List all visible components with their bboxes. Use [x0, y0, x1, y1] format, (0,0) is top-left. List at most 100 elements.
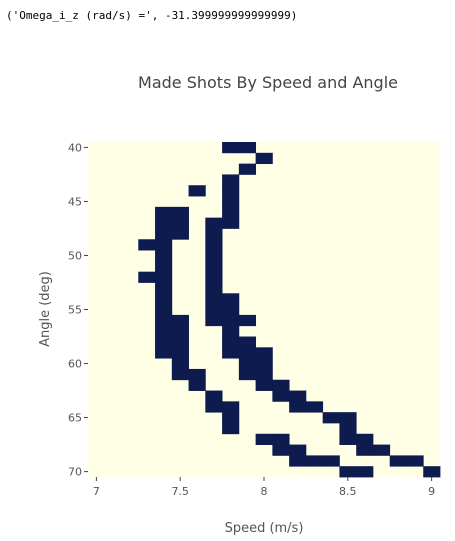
heatmap-cell [305, 401, 324, 413]
heatmap-cell [171, 228, 189, 240]
heatmap-cell [238, 347, 257, 359]
heatmap-cell [155, 271, 173, 283]
heatmap-cell [255, 368, 273, 381]
heatmap-cell [205, 271, 223, 283]
heatmap-cell [171, 314, 189, 327]
heatmap-cell [222, 304, 240, 316]
heatmap-cell [406, 455, 424, 467]
heatmap-cell [238, 358, 257, 370]
x-tick-label: 7.5 [171, 485, 189, 498]
heatmap-cell [155, 293, 173, 305]
heatmap-cell [272, 444, 290, 456]
heatmap-cell [205, 228, 223, 240]
heatmap-cell [222, 314, 240, 327]
heatmap-cell [322, 412, 340, 424]
heatmap-cell [188, 368, 206, 381]
heatmap-cell [238, 336, 257, 348]
y-axis-label: Angle (deg) [38, 271, 53, 347]
y-tick-label: 55 [68, 304, 82, 317]
heatmap-cell [255, 358, 273, 370]
heatmap-cell [171, 206, 189, 219]
heatmap-cell [155, 304, 173, 316]
heatmap-cell [222, 293, 240, 305]
heatmap-cell [155, 347, 173, 359]
heatmap-cell [372, 444, 391, 456]
heatmap-cell [155, 206, 173, 219]
heatmap-cell [205, 401, 223, 413]
heatmap-cell [155, 336, 173, 348]
heatmap-cell [356, 444, 374, 456]
y-tick-label: 45 [68, 195, 82, 208]
heatmap-cells [138, 142, 441, 478]
heatmap-cell [339, 466, 357, 478]
heatmap-cell [155, 228, 173, 240]
heatmap-cell [222, 347, 240, 359]
y-axis-ticks: 40 45 50 55 60 65 70 [68, 141, 88, 479]
heatmap-cell [171, 368, 189, 381]
heatmap-cell [222, 174, 240, 186]
heatmap-cell [255, 433, 273, 445]
heatmap-cell [272, 433, 290, 445]
heatmap-cell [423, 466, 441, 478]
heatmap-cell [155, 314, 173, 327]
heatmap-cell [272, 379, 290, 391]
heatmap-cell [356, 466, 374, 478]
heatmap-cell [155, 325, 173, 337]
heatmap-cell [155, 250, 173, 262]
heatmap-cell [205, 293, 223, 305]
heatmap-cell [205, 314, 223, 327]
heatmap-cell [222, 401, 240, 413]
heatmap-cell [289, 455, 307, 467]
heatmap-cell [171, 347, 189, 359]
heatmap-cell [171, 336, 189, 348]
heatmap-cell [205, 239, 223, 251]
heatmap-cell [339, 422, 357, 435]
heatmap-cell [155, 282, 173, 294]
y-tick-label: 40 [68, 141, 82, 154]
heatmap-cell [322, 455, 340, 467]
heatmap-cell [272, 390, 290, 402]
heatmap-cell [222, 185, 240, 197]
console-output-line: ('Omega_i_z (rad/s) =', -31.399999999999… [6, 9, 298, 22]
y-tick-label: 70 [68, 466, 82, 479]
heatmap-cell [205, 260, 223, 273]
chart-title: Made Shots By Speed and Angle [138, 73, 398, 92]
heatmap-cell [222, 422, 240, 435]
y-tick-label: 50 [68, 249, 82, 262]
heatmap-cell [222, 196, 240, 208]
plot-background [88, 142, 440, 477]
heatmap-cell [305, 455, 324, 467]
heatmap-cell [222, 206, 240, 219]
heatmap-cell [205, 217, 223, 229]
heatmap-cell [205, 282, 223, 294]
x-axis-label: Speed (m/s) [225, 521, 304, 536]
x-tick-label: 7 [93, 485, 100, 498]
heatmap-cell [255, 347, 273, 359]
heatmap-cell [289, 401, 307, 413]
heatmap-cell [138, 239, 156, 251]
heatmap-cell [205, 390, 223, 402]
heatmap-cell [238, 368, 257, 381]
heatmap-cell [339, 433, 357, 445]
heatmap-cell [188, 379, 206, 391]
heatmap-cell [238, 142, 257, 154]
heatmap-cell [155, 239, 173, 251]
heatmap-cell [389, 455, 407, 467]
x-tick-label: 8.5 [339, 485, 357, 498]
heatmap-cell [205, 304, 223, 316]
heatmap-cell [205, 250, 223, 262]
heatmap-cell [289, 444, 307, 456]
x-tick-label: 8 [261, 485, 268, 498]
heatmap-cell [138, 271, 156, 283]
heatmap-cell [255, 152, 273, 165]
heatmap-cell [171, 358, 189, 370]
heatmap-cell [222, 412, 240, 424]
x-tick-label: 9 [428, 485, 435, 498]
heatmap-cell [222, 336, 240, 348]
heatmap-cell [339, 412, 357, 424]
x-axis-ticks: 7 7.5 8 8.5 9 [93, 477, 435, 498]
heatmap-cell [356, 433, 374, 445]
heatmap-cell [171, 325, 189, 337]
y-tick-label: 65 [68, 412, 82, 425]
